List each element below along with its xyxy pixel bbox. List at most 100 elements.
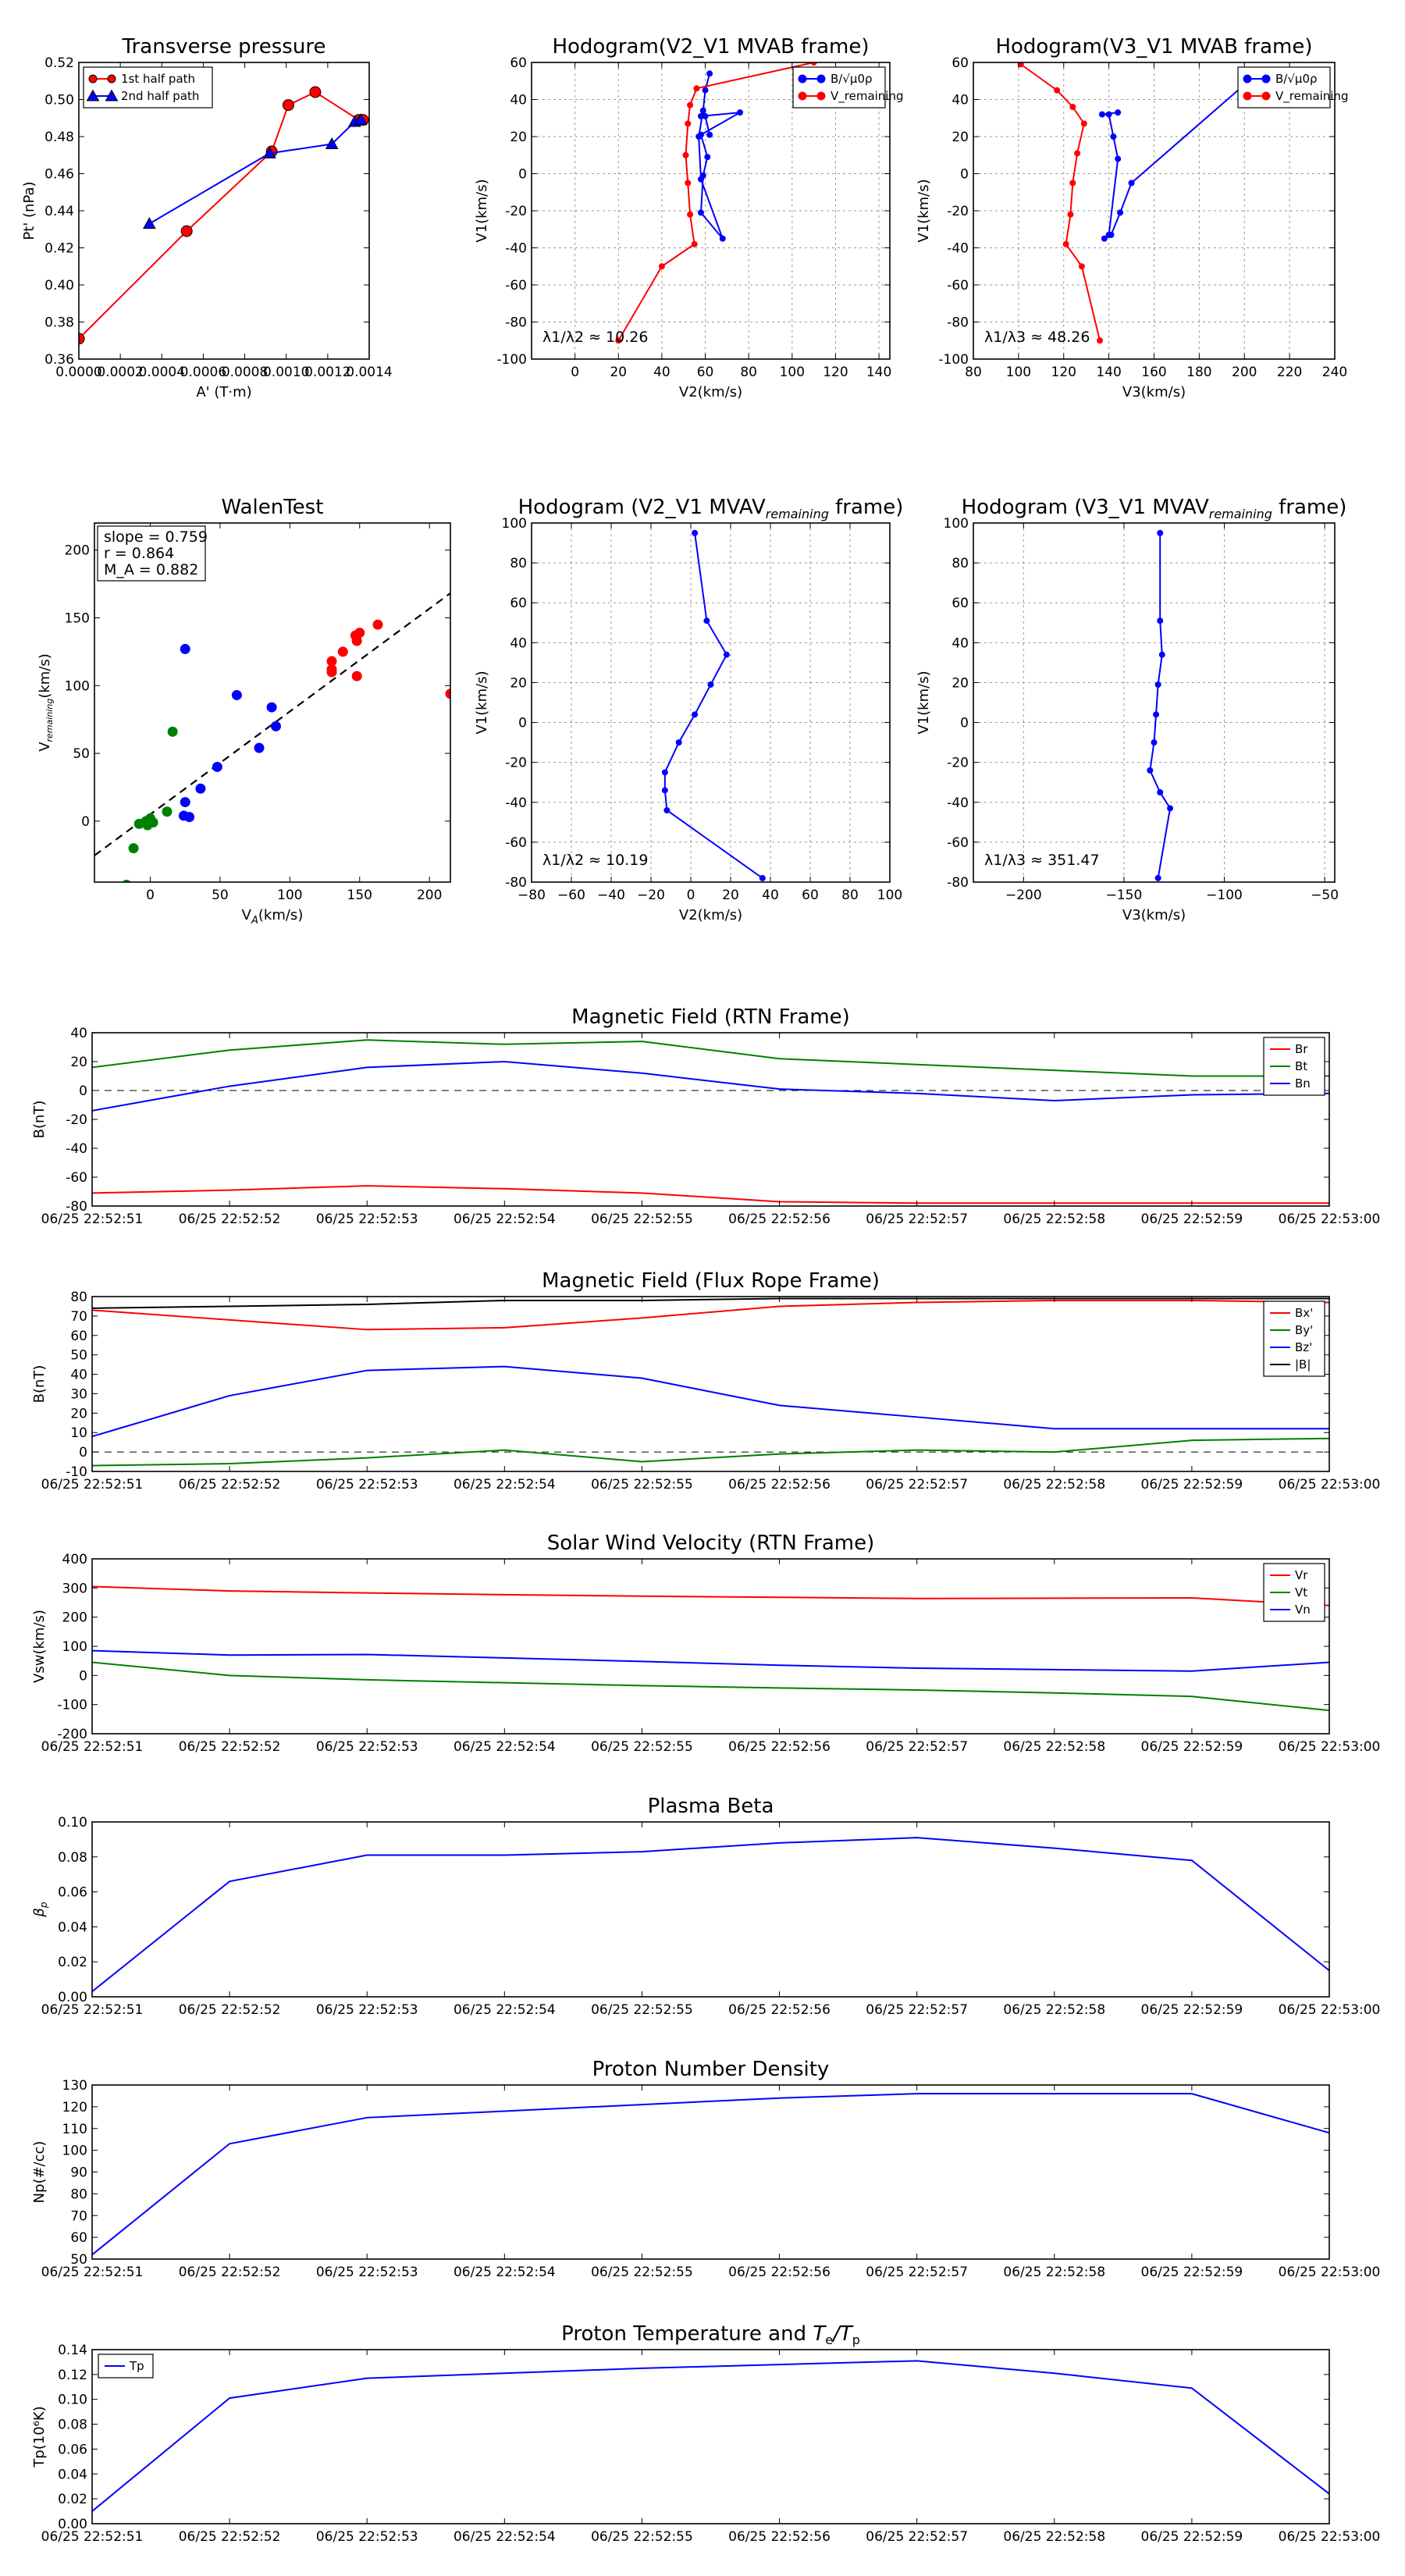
data-point [1157, 789, 1164, 795]
x-tick-label: 40 [653, 365, 670, 380]
x-tick-label: 220 [1277, 365, 1302, 380]
x-tick-label: −60 [557, 888, 585, 903]
chart-title: Proton Number Density [592, 2058, 830, 2081]
y-tick-label: 0.50 [44, 93, 74, 109]
x-tick-label: 06/25 22:53:00 [1279, 1739, 1381, 1755]
x-tick-label: 06/25 22:52:58 [1003, 2265, 1105, 2280]
y-tick-label: 90 [70, 2165, 87, 2181]
y-tick-label: 150 [65, 611, 90, 627]
x-tick-label: 06/25 22:52:51 [41, 2265, 144, 2280]
eigenvalue-ratio-annotation: λ1/λ2 ≈ 10.26 [542, 329, 648, 346]
data-point [162, 806, 173, 817]
x-tick-label: 06/25 22:52:58 [1003, 1212, 1105, 1227]
data-point [706, 70, 713, 77]
x-tick-label: 06/25 22:52:58 [1003, 2002, 1105, 2018]
y-tick-label: 10 [70, 1425, 87, 1441]
chart-title: Proton Temperature and Te/Tp [561, 2322, 860, 2347]
legend: Vr Vt Vn [1263, 1563, 1325, 1622]
y-tick-label: 0.08 [58, 2418, 87, 2433]
data-point [350, 630, 361, 641]
y-tick-label: 0.36 [44, 352, 74, 368]
legend-marker [88, 74, 98, 84]
x-tick-label: 06/25 22:52:51 [41, 2529, 144, 2545]
y-axis-label: Vsw(km/s) [31, 1610, 48, 1683]
data-point [1154, 681, 1161, 688]
plot-area [92, 1559, 1329, 1734]
plot-area [92, 2085, 1329, 2259]
plot-frame [531, 522, 891, 883]
y-tick-label: 0 [79, 1668, 87, 1684]
y-tick-label: -60 [947, 278, 969, 294]
data-point [351, 671, 362, 681]
data-point [1017, 62, 1024, 68]
y-tick-label: -100 [496, 352, 527, 368]
data-point [142, 217, 156, 229]
y-axis-label: V1(km/s) [474, 179, 490, 242]
x-tick-label: 06/25 22:53:00 [1279, 2529, 1381, 2545]
data-point [325, 137, 339, 149]
y-tick-label: -200 [57, 1727, 87, 1742]
plot-frame [94, 522, 451, 883]
x-tick-label: 06/25 22:53:00 [1279, 1212, 1381, 1227]
x-tick-label: 06/25 22:52:56 [728, 1477, 831, 1493]
data-point [1157, 617, 1164, 624]
legend-marker [105, 89, 119, 101]
legend-label: By' [1295, 1323, 1313, 1337]
data-point [1074, 150, 1081, 157]
y-tick-label: 0 [518, 167, 527, 183]
legend-label: B/√μ0ρ [1275, 72, 1318, 86]
x-tick-label: 06/25 22:52:55 [591, 1739, 693, 1755]
series-line-1 [1020, 63, 1101, 341]
x-tick-label: 06/25 22:52:51 [41, 1739, 144, 1755]
y-tick-label: -40 [947, 241, 969, 257]
y-axis-label: V1(km/s) [916, 179, 932, 242]
series-line-Br [92, 1185, 1329, 1204]
data-point [263, 146, 276, 158]
x-tick-label: 06/25 22:52:55 [591, 2265, 693, 2280]
series-line-Bx' [92, 1299, 1329, 1331]
x-tick-label: 100 [277, 888, 302, 903]
x-tick-label: 06/25 22:52:55 [591, 1477, 693, 1493]
y-tick-label: 50 [73, 746, 90, 762]
data-point [1105, 231, 1112, 238]
y-tick-label: -80 [947, 875, 969, 891]
x-tick-label: 0.0012 [304, 365, 350, 380]
data-point [1147, 767, 1154, 774]
y-tick-label: -40 [505, 795, 527, 811]
legend-label: Vr [1295, 1568, 1308, 1582]
stats-line: M_A = 0.882 [104, 561, 198, 578]
y-tick-label: 200 [65, 543, 90, 559]
legend-label: 1st half path [121, 72, 195, 86]
x-tick-label: −40 [597, 888, 625, 903]
y-tick-label: 80 [70, 2186, 87, 2202]
y-tick-label: 20 [510, 675, 527, 691]
x-tick-label: 60 [802, 888, 819, 903]
fit-line [94, 592, 450, 856]
plot-content [79, 86, 369, 345]
series-line-|B| [92, 1297, 1329, 1309]
x-tick-label: −20 [637, 888, 665, 903]
x-tick-label: 20 [722, 888, 739, 903]
x-tick-label: 150 [347, 888, 372, 903]
x-tick-label: 06/25 22:52:57 [866, 1739, 968, 1755]
x-tick-label: 0.0006 [180, 365, 226, 380]
legend-box [83, 66, 213, 109]
y-tick-label: 20 [70, 1406, 87, 1421]
data-point [719, 235, 726, 242]
data-point [1158, 651, 1165, 658]
x-tick-label: 06/25 22:52:54 [454, 1212, 556, 1227]
data-point [675, 739, 682, 746]
data-point [1117, 209, 1124, 216]
data-point [1054, 87, 1061, 94]
x-tick-label: 0.0008 [222, 365, 268, 380]
plot-content [92, 2360, 1329, 2512]
y-tick-label: 0.48 [44, 130, 74, 145]
x-tick-label: 140 [1096, 365, 1121, 380]
legend-label: Bx' [1295, 1306, 1313, 1320]
y-tick-label: 20 [951, 675, 969, 691]
y-tick-label: 20 [510, 130, 527, 145]
data-point [282, 99, 294, 112]
y-axis-label: Pt' (nPa) [21, 181, 37, 240]
y-tick-label: 0.12 [58, 2368, 87, 2383]
y-tick-label: 80 [510, 556, 527, 571]
